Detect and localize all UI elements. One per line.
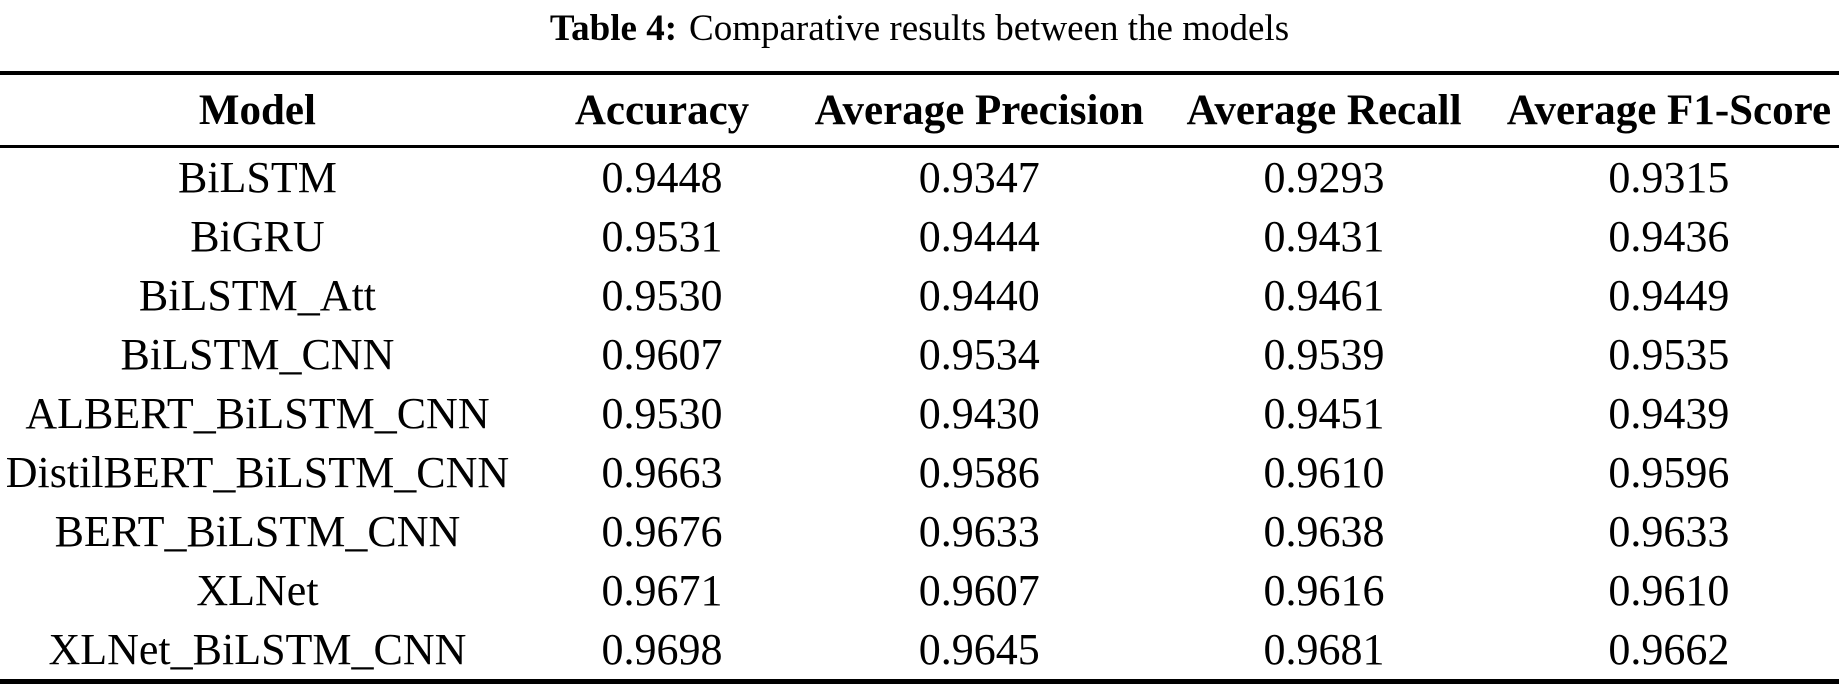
column-header-average-f1-score: Average F1-Score (1498, 73, 1839, 148)
results-table: Model Accuracy Average Precision Average… (0, 71, 1839, 684)
table-caption-label: Table 4: (549, 8, 678, 49)
column-header-average-recall: Average Recall (1149, 73, 1499, 148)
cell-average-precision: 0.9633 (918, 507, 1040, 556)
cell-accuracy: 0.9676 (601, 507, 723, 556)
table-header: Model Accuracy Average Precision Average… (0, 73, 1839, 148)
cell-average-f1-score: 0.9436 (1608, 212, 1730, 261)
cell-model: XLNet_BiLSTM_CNN (48, 625, 467, 674)
cell-average-recall: 0.9681 (1263, 625, 1385, 674)
cell-accuracy: 0.9607 (601, 330, 723, 379)
column-header-model: Model (0, 73, 515, 148)
cell-average-recall: 0.9431 (1263, 212, 1385, 261)
column-header-average-precision: Average Precision (809, 73, 1150, 148)
cell-average-precision: 0.9607 (918, 566, 1040, 615)
cell-average-recall: 0.9610 (1263, 448, 1385, 497)
cell-average-precision: 0.9444 (918, 212, 1040, 261)
cell-accuracy: 0.9530 (601, 389, 723, 438)
table-caption: Table 4: Comparative results between the … (0, 0, 1839, 71)
cell-average-f1-score: 0.9633 (1608, 507, 1730, 556)
cell-average-f1-score: 0.9596 (1608, 448, 1730, 497)
cell-average-f1-score: 0.9315 (1608, 153, 1730, 202)
cell-average-precision: 0.9430 (918, 389, 1040, 438)
cell-average-recall: 0.9539 (1263, 330, 1385, 379)
cell-average-f1-score: 0.9535 (1608, 330, 1730, 379)
cell-model: BiGRU (190, 212, 325, 261)
table-row: BiLSTM_Att 0.9530 0.9440 0.9461 0.9449 (0, 266, 1839, 325)
table-row: XLNet 0.9671 0.9607 0.9616 0.9610 (0, 561, 1839, 620)
cell-average-f1-score: 0.9610 (1608, 566, 1730, 615)
table-row: XLNet_BiLSTM_CNN 0.9698 0.9645 0.9681 0.… (0, 620, 1839, 682)
cell-average-recall: 0.9461 (1263, 271, 1385, 320)
table-row: BERT_BiLSTM_CNN 0.9676 0.9633 0.9638 0.9… (0, 502, 1839, 561)
table-row: DistilBERT_BiLSTM_CNN 0.9663 0.9586 0.96… (0, 443, 1839, 502)
table-body: BiLSTM 0.9448 0.9347 0.9293 0.9315 BiGRU… (0, 147, 1839, 682)
cell-accuracy: 0.9671 (601, 566, 723, 615)
cell-average-precision: 0.9645 (918, 625, 1040, 674)
cell-model: ALBERT_BiLSTM_CNN (25, 389, 490, 438)
cell-model: BiLSTM_CNN (120, 330, 395, 379)
cell-model: BERT_BiLSTM_CNN (54, 507, 461, 556)
cell-average-recall: 0.9293 (1263, 153, 1385, 202)
cell-average-precision: 0.9440 (918, 271, 1040, 320)
table-row: ALBERT_BiLSTM_CNN 0.9530 0.9430 0.9451 0… (0, 384, 1839, 443)
cell-average-precision: 0.9347 (918, 153, 1040, 202)
cell-model: BiLSTM_Att (138, 271, 377, 320)
cell-average-f1-score: 0.9662 (1608, 625, 1730, 674)
cell-average-precision: 0.9534 (918, 330, 1040, 379)
cell-accuracy: 0.9698 (601, 625, 723, 674)
table-row: BiGRU 0.9531 0.9444 0.9431 0.9436 (0, 207, 1839, 266)
cell-average-recall: 0.9451 (1263, 389, 1385, 438)
cell-average-f1-score: 0.9439 (1608, 389, 1730, 438)
cell-model: XLNet (196, 566, 319, 615)
cell-average-f1-score: 0.9449 (1608, 271, 1730, 320)
cell-accuracy: 0.9448 (601, 153, 723, 202)
cell-accuracy: 0.9663 (601, 448, 723, 497)
column-header-accuracy: Accuracy (514, 73, 810, 148)
cell-accuracy: 0.9531 (601, 212, 723, 261)
cell-average-recall: 0.9616 (1263, 566, 1385, 615)
table-row: BiLSTM 0.9448 0.9347 0.9293 0.9315 (0, 147, 1839, 208)
header-row: Model Accuracy Average Precision Average… (0, 73, 1839, 148)
table-row: BiLSTM_CNN 0.9607 0.9534 0.9539 0.9535 (0, 325, 1839, 384)
cell-average-recall: 0.9638 (1263, 507, 1385, 556)
cell-model: DistilBERT_BiLSTM_CNN (5, 448, 510, 497)
table-caption-text: Comparative results between the models (689, 8, 1290, 49)
cell-average-precision: 0.9586 (918, 448, 1040, 497)
cell-model: BiLSTM (177, 153, 337, 202)
cell-accuracy: 0.9530 (601, 271, 723, 320)
